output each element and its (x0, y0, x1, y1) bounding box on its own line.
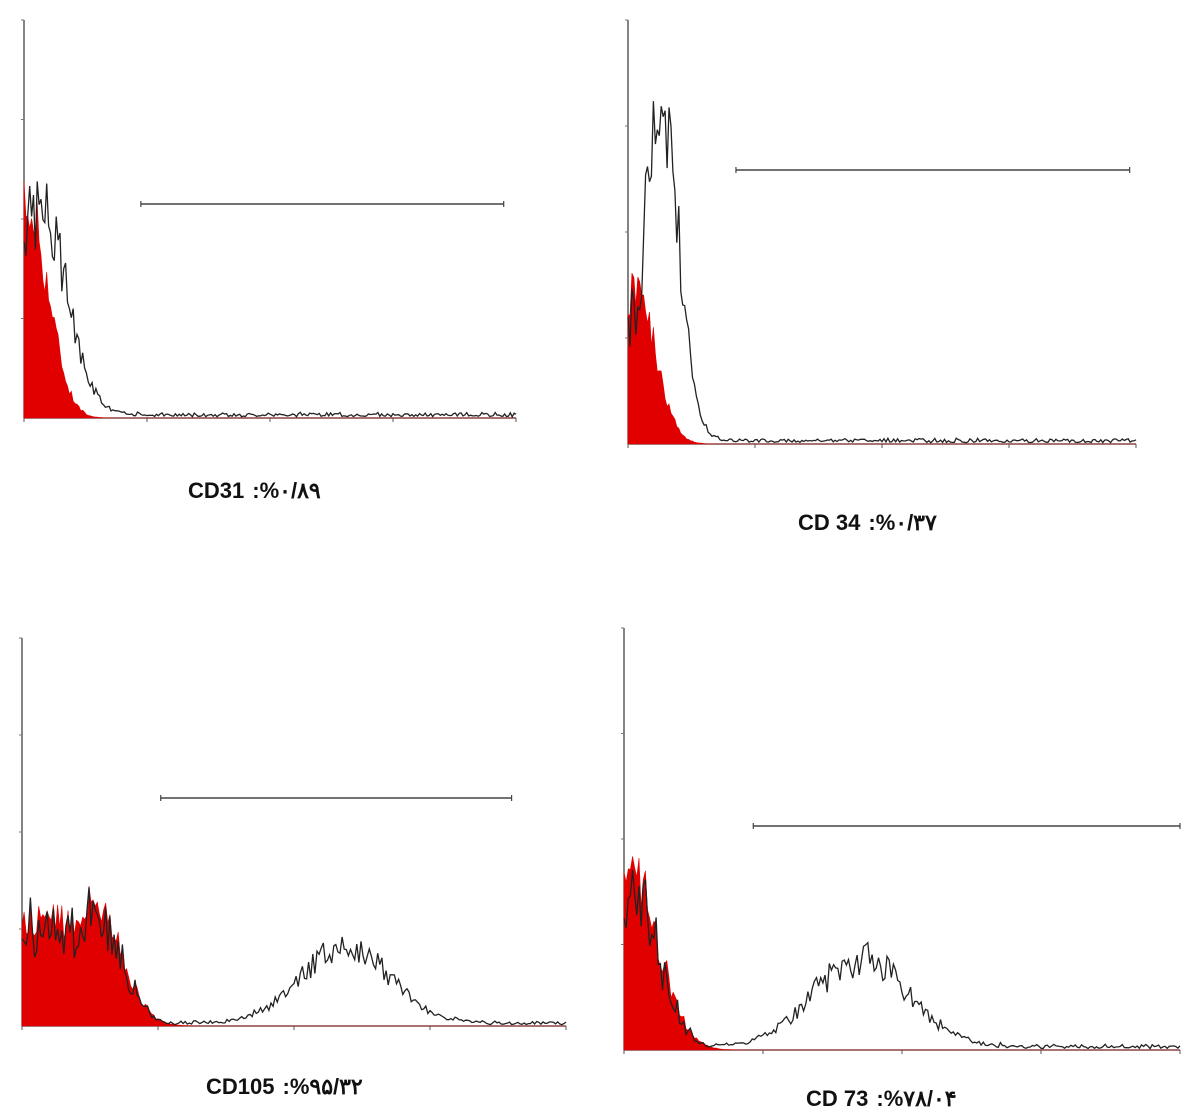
histogram-panel-cd73 (616, 622, 1192, 1060)
sample-histogram (623, 869, 1181, 1050)
sample-histogram (21, 887, 567, 1026)
marker-label: CD 73 (806, 1086, 869, 1111)
caption-cd34: CD 34:%۰/۳۷ (798, 510, 937, 536)
caption-cd31: CD31:%۰/۸۹ (188, 478, 321, 504)
histogram-panel-cd31 (14, 14, 534, 434)
caption-separator: : (868, 510, 876, 535)
positive-percent: %۷۸/۰۴ (883, 1086, 957, 1111)
caption-cd105: CD105:%۹۵/۳۲ (206, 1074, 363, 1100)
positive-percent: %۰/۸۹ (259, 478, 321, 503)
caption-separator: : (282, 1074, 290, 1099)
positive-percent: %۹۵/۳۲ (289, 1074, 363, 1099)
control-histogram (627, 272, 1136, 445)
histogram-plot (21, 19, 517, 422)
sample-histogram (23, 181, 517, 419)
histogram-plot (621, 627, 1181, 1054)
caption-cd73: CD 73:%۷۸/۰۴ (806, 1086, 957, 1112)
marker-label: CD31 (188, 478, 245, 503)
caption-separator: : (252, 478, 260, 503)
control-histogram (23, 181, 516, 419)
marker-label: CD105 (206, 1074, 275, 1099)
histogram-plot (19, 637, 567, 1030)
control-histogram (21, 886, 566, 1027)
histogram-panel-cd34 (620, 14, 1148, 460)
sample-histogram (627, 101, 1137, 444)
control-histogram (623, 856, 1180, 1051)
positive-percent: %۰/۳۷ (875, 510, 937, 535)
marker-label: CD 34 (798, 510, 861, 535)
caption-separator: : (876, 1086, 884, 1111)
histogram-panel-cd105 (14, 632, 574, 1036)
histogram-plot (625, 19, 1137, 448)
